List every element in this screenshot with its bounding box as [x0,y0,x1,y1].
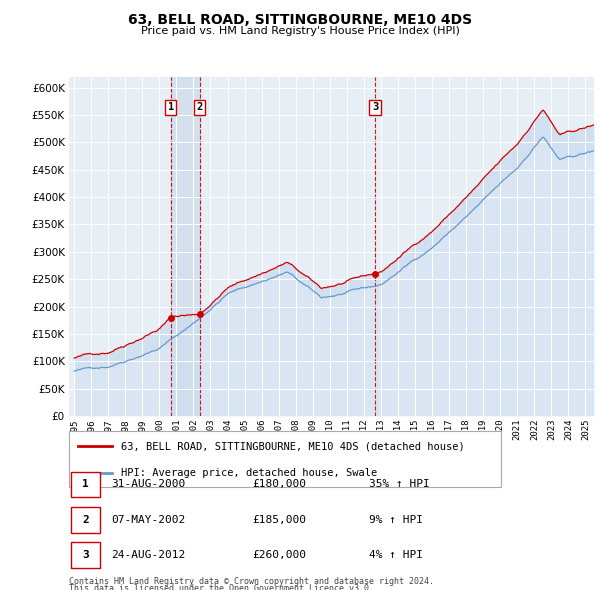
FancyBboxPatch shape [71,507,100,533]
Text: £185,000: £185,000 [252,515,306,525]
Text: £260,000: £260,000 [252,550,306,560]
Text: 4% ↑ HPI: 4% ↑ HPI [369,550,423,560]
Text: 3: 3 [82,550,89,560]
FancyBboxPatch shape [71,471,100,497]
Text: 24-AUG-2012: 24-AUG-2012 [111,550,185,560]
Text: Contains HM Land Registry data © Crown copyright and database right 2024.: Contains HM Land Registry data © Crown c… [69,577,434,586]
Text: 07-MAY-2002: 07-MAY-2002 [111,515,185,525]
Text: 63, BELL ROAD, SITTINGBOURNE, ME10 4DS (detached house): 63, BELL ROAD, SITTINGBOURNE, ME10 4DS (… [121,441,464,451]
Bar [171,77,200,416]
Text: 3: 3 [372,102,378,112]
Text: 63, BELL ROAD, SITTINGBOURNE, ME10 4DS: 63, BELL ROAD, SITTINGBOURNE, ME10 4DS [128,13,472,27]
Text: 1: 1 [167,102,174,112]
Text: This data is licensed under the Open Government Licence v3.0.: This data is licensed under the Open Gov… [69,584,374,590]
FancyBboxPatch shape [69,431,501,487]
Text: HPI: Average price, detached house, Swale: HPI: Average price, detached house, Swal… [121,468,377,478]
FancyBboxPatch shape [71,542,100,568]
Text: 31-AUG-2000: 31-AUG-2000 [111,480,185,489]
Text: 1: 1 [82,480,89,489]
Text: 35% ↑ HPI: 35% ↑ HPI [369,480,430,489]
Text: 2: 2 [196,102,203,112]
Text: 2: 2 [82,515,89,525]
Text: 9% ↑ HPI: 9% ↑ HPI [369,515,423,525]
Text: £180,000: £180,000 [252,480,306,489]
Text: Price paid vs. HM Land Registry's House Price Index (HPI): Price paid vs. HM Land Registry's House … [140,26,460,36]
